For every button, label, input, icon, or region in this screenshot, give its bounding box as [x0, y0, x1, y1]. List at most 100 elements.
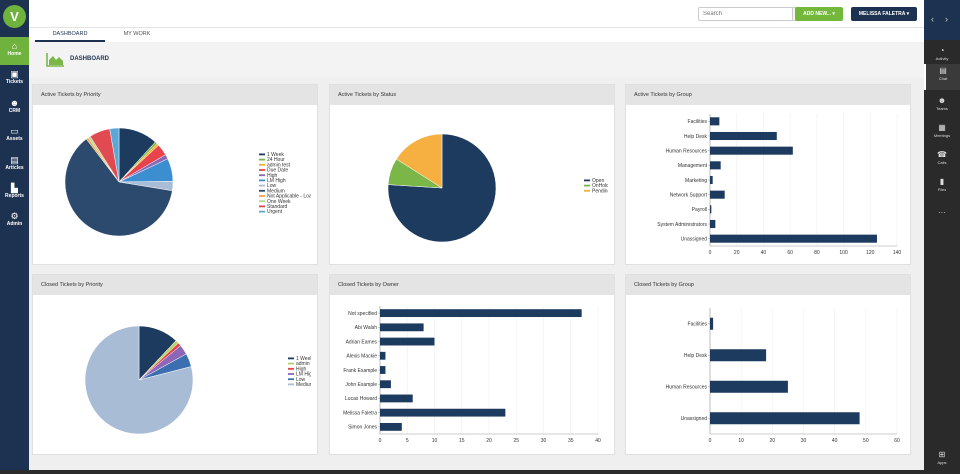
- forward-arrow-icon[interactable]: ›: [945, 14, 948, 24]
- x-tick-label: 5: [406, 438, 409, 444]
- category-label-payroll: Payroll: [692, 207, 707, 213]
- sidebar-item-admin[interactable]: ⚙ Admin: [0, 207, 29, 235]
- bar-chart-closed-owner: 0 5 10 15 20 25 30 35 40 Not specified Abi Walsh Ad…: [343, 306, 601, 444]
- legend-label-onhold: OnHold: [592, 183, 608, 189]
- home-icon: ⌂: [11, 41, 18, 51]
- tab-dashboard[interactable]: DASHBOARD: [35, 28, 105, 42]
- x-tick-label: 40: [595, 438, 601, 444]
- x-tick-label: 10: [738, 438, 744, 444]
- document-icon: ▤: [10, 155, 19, 165]
- gears-icon: ⚙: [10, 211, 19, 221]
- x-tick-label: 80: [814, 250, 820, 256]
- teams-item-activity[interactable]: ◔ Activity: [924, 44, 960, 70]
- teams-item-teams[interactable]: ☻ Teams: [924, 94, 960, 120]
- legend-label-high: High: [267, 173, 278, 179]
- file-icon: ▮: [939, 177, 945, 186]
- sidebar-item-articles[interactable]: ▤ Articles: [0, 151, 29, 179]
- panel-title: Active Tickets by Priority: [33, 85, 317, 105]
- legend-swatch-lm-high: [288, 373, 294, 375]
- teams-item-chat[interactable]: ▤ Chat: [924, 64, 960, 90]
- sidebar: V ⌂ Home ▣ Tickets ☻ CRM ▭ Assets ▤ Articles …: [0, 0, 29, 470]
- pie-slice-urgent: [109, 127, 120, 183]
- legend-swatch-medium: [259, 189, 265, 192]
- x-tick-label: 120: [866, 250, 875, 256]
- panel-closed-priority: Closed Tickets by Priority 1 Weekadmin t…: [32, 274, 318, 455]
- x-tick-label: 140: [893, 250, 902, 256]
- legend-swatch-low: [259, 184, 265, 187]
- legend-label-24-hour: 24 Hour: [267, 157, 285, 163]
- x-tick-label: 20: [734, 250, 740, 256]
- dashboard-header: DASHBOARD: [29, 42, 924, 78]
- back-arrow-icon[interactable]: ‹: [931, 14, 934, 24]
- bar-melissa-faletra: [380, 408, 506, 417]
- bar-unassigned: [710, 234, 877, 243]
- bar-network-support: [710, 190, 725, 199]
- x-tick-label: 35: [568, 438, 574, 444]
- pie-slice-medium: [84, 325, 194, 435]
- legend-swatch-one-week: [259, 200, 265, 203]
- legend-label-high: High: [296, 366, 307, 372]
- legend-swatch-lm-high: [259, 179, 265, 182]
- legend-label-admin-test: admin test: [267, 162, 291, 168]
- legend-label-one-week: One Week: [267, 199, 291, 205]
- sidebar-item-reports[interactable]: ▙ Reports: [0, 179, 29, 207]
- x-tick-label: 100: [839, 250, 848, 256]
- phone-icon: ☎: [937, 150, 947, 159]
- bar-help-desk: [710, 349, 767, 362]
- legend-label-lm-high: LM High: [267, 178, 286, 184]
- more-icon: ···: [938, 208, 946, 217]
- chat-icon: ▤: [939, 66, 947, 75]
- legend-swatch-not-applicable-loan: [259, 195, 265, 197]
- legend-swatch-due-date: [259, 169, 265, 171]
- category-label-adrian-eames: Adrian Eames: [346, 339, 378, 345]
- teams-item-meetings[interactable]: ▦ Meetings: [924, 121, 960, 147]
- teams-item-calls[interactable]: ☎ Calls: [924, 148, 960, 174]
- sidebar-item-home[interactable]: ⌂ Home: [0, 37, 29, 65]
- teams-item-apps[interactable]: ⊞ Apps: [924, 448, 960, 474]
- category-label-unassigned: Unassigned: [681, 416, 708, 422]
- top-bar: ⌕ ADD NEW... ▾ MELISSA FALETRA ▾: [29, 0, 924, 28]
- add-new-button[interactable]: ADD NEW... ▾: [795, 7, 843, 21]
- x-tick-label: 40: [832, 438, 838, 444]
- bar-system-administrators: [710, 219, 716, 229]
- x-tick-label: 20: [770, 438, 776, 444]
- legend-label-lm-high: LM High: [296, 372, 311, 378]
- teams-item-files[interactable]: ▮ Files: [924, 175, 960, 201]
- panel-active-priority: Active Tickets by Priority 1 Week 24 Hour…: [32, 84, 318, 265]
- legend-label-medium: Medium: [267, 188, 285, 194]
- legend-swatch-standard: [259, 205, 265, 208]
- logo[interactable]: V: [3, 5, 26, 28]
- legend-swatch-admin-test: [288, 362, 294, 365]
- search-input[interactable]: [698, 7, 793, 21]
- bar-help-desk: [710, 131, 777, 141]
- category-label-human-resources: Human Resources: [666, 148, 708, 154]
- x-tick-label: 60: [894, 438, 900, 444]
- sidebar-item-assets[interactable]: ▭ Assets: [0, 122, 29, 150]
- pie-chart-active-status: OpenOnHoldPending: [387, 133, 608, 243]
- sidebar-item-crm[interactable]: ☻ CRM: [0, 94, 29, 122]
- panel-title: Closed Tickets by Group: [626, 275, 910, 295]
- legend-label-low: Low: [296, 377, 306, 383]
- legend-swatch-admin-test: [259, 163, 265, 166]
- bar-abi-walsh: [380, 323, 424, 332]
- legend-label-not-applicable-loan: Not Applicable - Loan: [267, 194, 311, 200]
- page-title: DASHBOARD: [70, 56, 109, 62]
- bar-management: [710, 161, 721, 170]
- x-tick-label: 0: [379, 438, 382, 444]
- user-menu-button[interactable]: MELISSA FALETRA ▾: [851, 7, 917, 21]
- tab-my-work[interactable]: MY WORK: [123, 31, 151, 37]
- legend-swatch-urgent: [259, 210, 265, 213]
- calendar-icon: ▦: [938, 123, 946, 132]
- legend-label-admin-test: admin test: [296, 361, 311, 367]
- bar-alexis-mackie: [380, 351, 386, 360]
- category-label-simon-jones: Simon Jones: [348, 425, 377, 431]
- category-label-management: Management: [678, 163, 708, 169]
- sidebar-item-tickets[interactable]: ▣ Tickets: [0, 65, 29, 93]
- bar-frank-example: [380, 366, 386, 374]
- teams-more-button[interactable]: ···: [924, 206, 960, 232]
- legend-label-1-week: 1 Week: [267, 152, 284, 158]
- bar-human-resources: [710, 380, 788, 393]
- legend-label-open: Open: [592, 178, 604, 184]
- legend-swatch-high: [259, 174, 265, 177]
